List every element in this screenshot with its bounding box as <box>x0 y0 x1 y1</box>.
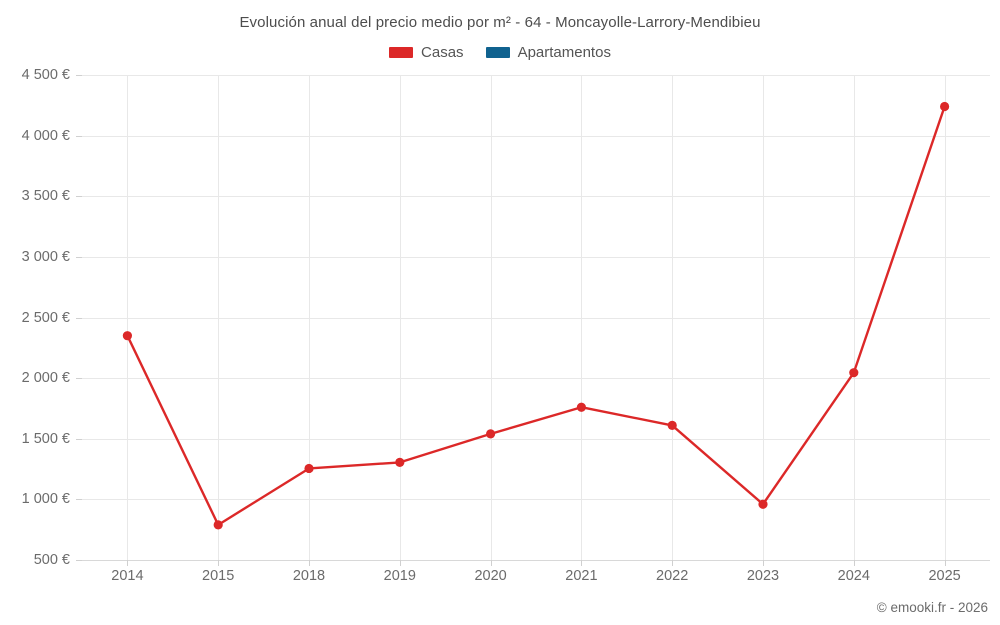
y-axis-tick <box>76 378 82 380</box>
y-axis-tick <box>76 438 82 440</box>
gridline-vertical <box>763 75 764 560</box>
y-axis-label: 3 000 € <box>21 248 70 265</box>
y-axis-tick <box>76 499 82 501</box>
data-point-casas[interactable] <box>758 499 768 509</box>
x-axis-tick <box>581 560 583 566</box>
x-axis-tick <box>763 560 764 566</box>
x-axis-tick <box>672 560 674 566</box>
x-axis-label: 2024 <box>837 568 870 584</box>
legend-label-casas: Casas <box>421 44 464 61</box>
data-point-casas[interactable] <box>576 402 587 412</box>
y-axis-tick <box>76 256 82 258</box>
data-point-casas[interactable] <box>667 420 677 431</box>
x-axis-tick <box>399 560 401 566</box>
chart-legend: Casas Apartamentos <box>0 44 1000 61</box>
y-axis-label: 2 500 € <box>21 309 70 326</box>
x-axis-label: 2018 <box>292 568 326 584</box>
y-axis-label: 1 000 € <box>21 491 70 508</box>
gridline-vertical <box>944 75 946 560</box>
x-axis-tick <box>490 560 492 566</box>
data-point-casas[interactable] <box>304 463 314 474</box>
x-axis-label: 2021 <box>565 568 598 584</box>
data-point-casas[interactable] <box>940 101 950 112</box>
x-axis-tick <box>309 560 310 566</box>
data-point-casas[interactable] <box>213 520 223 530</box>
y-axis-tick <box>76 196 82 198</box>
gridline-vertical <box>581 75 583 560</box>
x-axis-label: 2015 <box>202 568 235 584</box>
gridline-horizontal <box>82 75 990 76</box>
legend-swatch-apartamentos <box>485 47 510 58</box>
x-axis-label: 2023 <box>746 568 780 584</box>
x-axis-label: 2019 <box>383 568 416 584</box>
gridline-vertical <box>218 75 220 560</box>
y-axis-label: 2 000 € <box>21 370 70 387</box>
footer-credit: © emooki.fr - 2026 <box>876 600 988 615</box>
gridline-vertical <box>672 75 674 560</box>
x-axis-label: 2025 <box>928 568 961 584</box>
series-line-casas <box>126 105 946 527</box>
gridline-vertical <box>399 75 401 560</box>
legend-label-apartamentos: Apartamentos <box>517 44 611 61</box>
y-axis-tick <box>76 135 82 137</box>
y-axis-label: 4 500 € <box>21 67 70 83</box>
legend-entry-apartamentos[interactable]: Apartamentos <box>485 44 611 61</box>
data-point-casas[interactable] <box>486 429 496 439</box>
chart-title: Evolución anual del precio medio por m² … <box>239 14 761 31</box>
gridline-vertical <box>127 75 129 560</box>
data-point-casas[interactable] <box>122 331 132 341</box>
x-axis-label: 2020 <box>474 568 507 584</box>
x-axis-label: 2022 <box>656 568 689 584</box>
data-point-casas[interactable] <box>395 457 405 467</box>
y-axis-label: 1 500 € <box>21 430 70 447</box>
x-axis-line <box>82 560 990 561</box>
gridline-vertical <box>309 75 310 560</box>
gridline-vertical <box>490 75 492 560</box>
x-axis-tick <box>853 560 855 566</box>
y-axis-label: 3 500 € <box>21 188 70 205</box>
legend-entry-casas[interactable]: Casas <box>389 44 464 61</box>
x-axis-tick <box>127 560 129 566</box>
y-axis-tick <box>76 317 82 319</box>
y-axis-tick <box>76 75 82 76</box>
x-axis-tick <box>218 560 220 566</box>
y-axis-tick <box>76 560 82 561</box>
legend-swatch-casas <box>389 47 414 58</box>
data-point-casas[interactable] <box>849 368 859 378</box>
x-axis-label: 2014 <box>111 568 144 584</box>
gridline-vertical <box>853 75 855 560</box>
x-axis-tick <box>944 560 946 566</box>
y-axis-label: 4 000 € <box>21 127 70 144</box>
y-axis-label: 500 € <box>33 552 70 568</box>
